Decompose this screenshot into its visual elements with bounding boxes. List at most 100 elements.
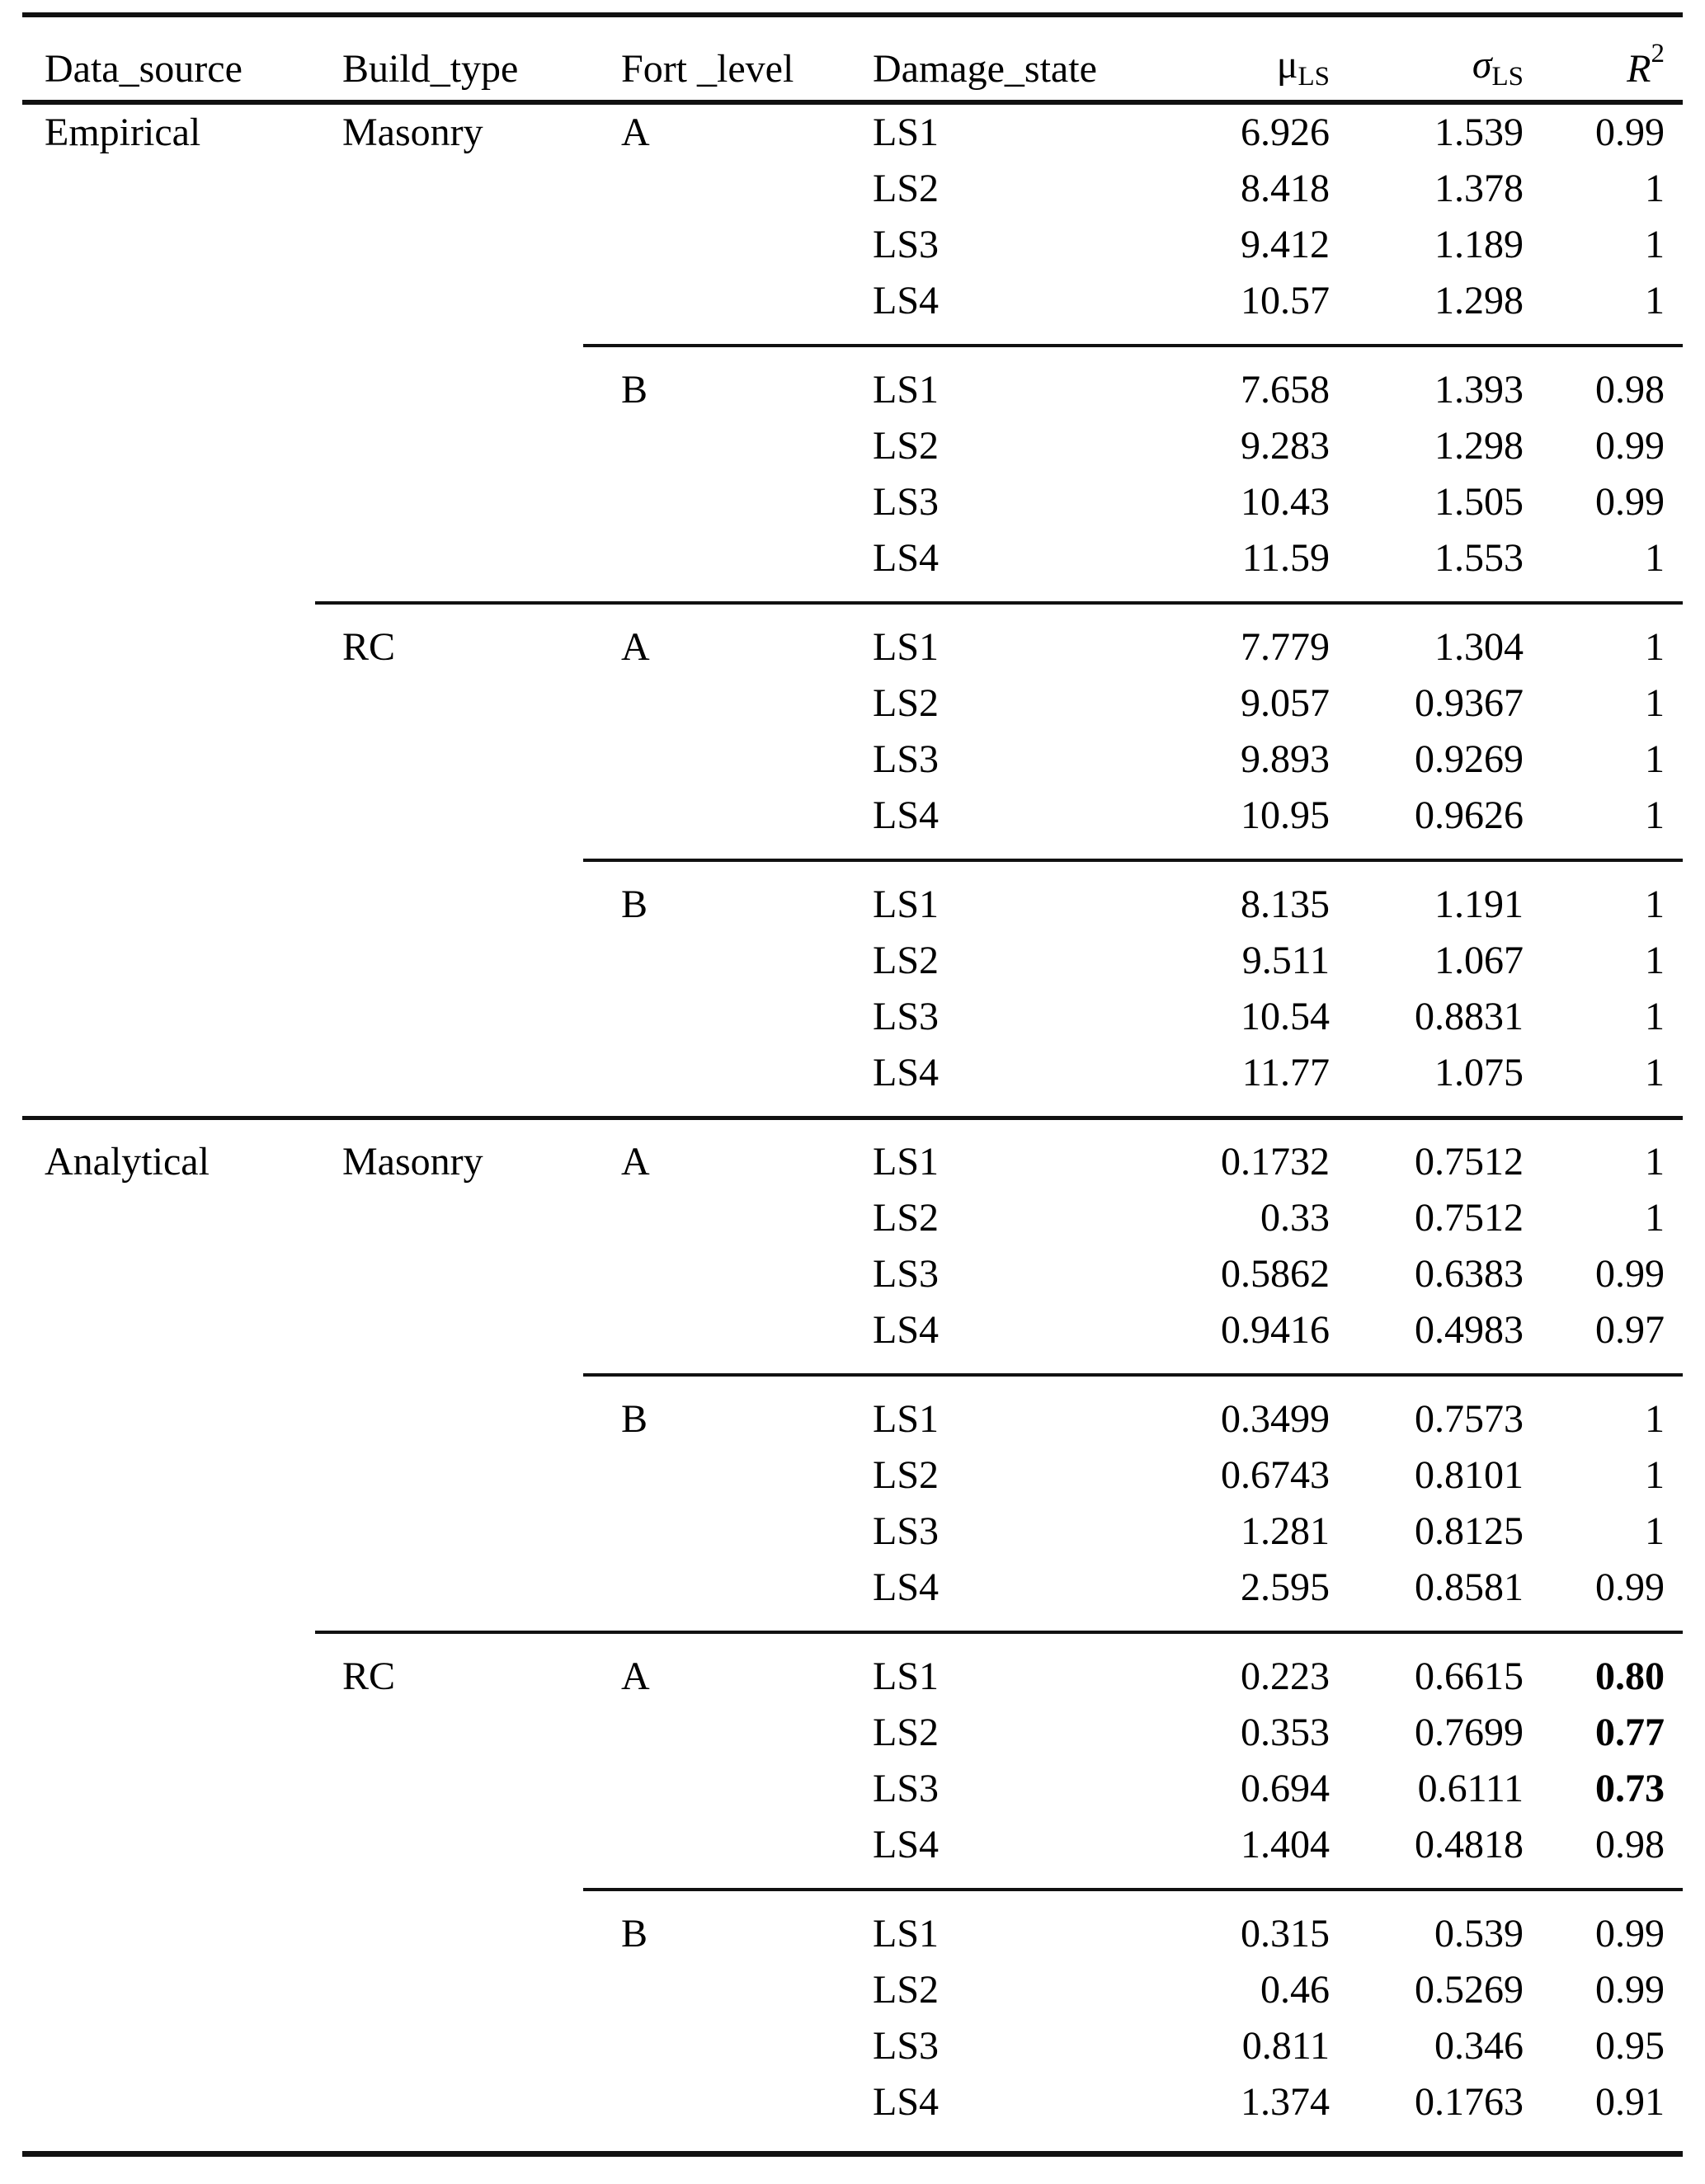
data-source-cell — [22, 273, 315, 329]
sigma-cell: 0.8581 — [1415, 1565, 1524, 1609]
table-bottom-rule — [22, 2151, 1683, 2157]
r2-cell: 1 — [1645, 681, 1665, 725]
mu-cell: 0.33 — [1260, 1196, 1330, 1240]
damage-state-cell: LS3 — [873, 1767, 940, 1810]
table-row: LS2 0.33 0.7512 1 — [22, 1190, 1683, 1246]
separator-line — [315, 1631, 1683, 1634]
damage-state-cell: LS2 — [873, 1711, 940, 1754]
group-separator-rule — [22, 844, 1683, 877]
damage-state-cell: LS4 — [873, 1308, 940, 1352]
fort-level-cell: A — [621, 111, 650, 154]
mu-cell: 1.374 — [1241, 2080, 1330, 2124]
build-type-cell — [315, 1302, 583, 1358]
header-r-squared: R2 — [1548, 39, 1683, 92]
build-type-cell — [315, 732, 583, 788]
sigma-cell: 1.075 — [1434, 1051, 1524, 1094]
sigma-cell: 0.7512 — [1415, 1196, 1524, 1240]
build-type-cell: Masonry — [342, 111, 483, 154]
damage-state-cell: LS2 — [873, 1968, 940, 2012]
table-row: LS2 0.6743 0.8101 1 — [22, 1447, 1683, 1504]
table-row: LS2 0.46 0.5269 0.99 — [22, 1962, 1683, 2018]
mu-cell: 0.9416 — [1221, 1308, 1330, 1352]
damage-state-cell: LS4 — [873, 279, 940, 322]
r2-cell: 1 — [1645, 1051, 1665, 1094]
r2-cell: 1 — [1645, 883, 1665, 926]
build-type-cell — [315, 1705, 583, 1761]
data-source-cell — [22, 1906, 315, 1962]
damage-state-cell: LS4 — [873, 1565, 940, 1609]
damage-state-cell: LS3 — [873, 1252, 940, 1296]
data-source-cell — [22, 1447, 315, 1504]
r2-cell: 1 — [1645, 223, 1665, 266]
build-type-cell — [315, 273, 583, 329]
separator-line — [583, 1888, 1683, 1891]
mu-cell: 0.315 — [1241, 1912, 1330, 1956]
r2-cell: 0.98 — [1595, 368, 1665, 412]
r2-cell: 0.99 — [1595, 1912, 1665, 1956]
build-type-cell — [315, 1391, 583, 1447]
build-type-cell — [315, 675, 583, 732]
damage-state-cell: LS1 — [873, 625, 940, 669]
sigma-cell: 0.4818 — [1415, 1823, 1524, 1866]
sigma-cell: 0.5269 — [1415, 1968, 1524, 2012]
r2-cell: 0.99 — [1595, 111, 1665, 154]
fort-level-cell — [583, 1447, 855, 1504]
table-row: B LS1 0.3499 0.7573 1 — [22, 1391, 1683, 1447]
mu-cell: 0.5862 — [1221, 1252, 1330, 1296]
table-row: LS3 0.694 0.6111 0.73 — [22, 1761, 1683, 1817]
mu-cell: 7.658 — [1241, 368, 1330, 412]
build-type-cell: RC — [342, 625, 396, 669]
r2-cell: 0.99 — [1595, 1565, 1665, 1609]
separator-line — [583, 344, 1683, 347]
damage-state-cell: LS3 — [873, 1509, 940, 1553]
group-separator-rule — [22, 1101, 1683, 1134]
data-source-cell: Analytical — [45, 1140, 210, 1184]
table-row: LS4 10.57 1.298 1 — [22, 273, 1683, 329]
mu-cell: 0.694 — [1241, 1767, 1330, 1810]
sigma-cell: 0.539 — [1434, 1912, 1524, 1956]
sigma-cell: 1.505 — [1434, 480, 1524, 524]
mu-cell: 10.43 — [1241, 480, 1330, 524]
build-type-cell — [315, 1906, 583, 1962]
fort-level-cell — [583, 989, 855, 1045]
build-type-cell — [315, 418, 583, 474]
damage-state-cell: LS3 — [873, 223, 940, 266]
mu-cell: 0.3499 — [1221, 1397, 1330, 1441]
data-source-cell — [22, 2018, 315, 2074]
r-superscript: 2 — [1651, 39, 1665, 69]
data-source-cell — [22, 1705, 315, 1761]
r2-cell: 0.77 — [1595, 1711, 1665, 1754]
damage-state-cell: LS2 — [873, 939, 940, 982]
damage-state-cell: LS2 — [873, 1453, 940, 1497]
table-row: LS4 11.59 1.553 1 — [22, 530, 1683, 586]
table-row: LS2 9.283 1.298 0.99 — [22, 418, 1683, 474]
sigma-subscript: LS — [1491, 61, 1524, 92]
sigma-cell: 0.1763 — [1415, 2080, 1524, 2124]
damage-state-cell: LS4 — [873, 793, 940, 837]
mu-cell: 9.893 — [1241, 737, 1330, 781]
r2-cell: 1 — [1645, 737, 1665, 781]
fort-level-cell: B — [621, 1912, 648, 1956]
build-type-cell — [315, 1190, 583, 1246]
r2-cell: 1 — [1645, 1196, 1665, 1240]
fort-level-cell — [583, 1302, 855, 1358]
table-row: LS2 8.418 1.378 1 — [22, 161, 1683, 217]
sigma-cell: 1.378 — [1434, 167, 1524, 210]
build-type-cell — [315, 217, 583, 273]
data-source-cell: Empirical — [45, 111, 201, 154]
r2-cell: 1 — [1645, 167, 1665, 210]
build-type-cell — [315, 2018, 583, 2074]
table-row: LS2 9.057 0.9367 1 — [22, 675, 1683, 732]
data-source-cell — [22, 418, 315, 474]
damage-state-cell: LS2 — [873, 681, 940, 725]
data-source-cell — [22, 989, 315, 1045]
r2-cell: 1 — [1645, 1509, 1665, 1553]
mu-cell: 0.353 — [1241, 1711, 1330, 1754]
sigma-cell: 1.393 — [1434, 368, 1524, 412]
fort-level-cell — [583, 474, 855, 530]
table-row: LS3 1.281 0.8125 1 — [22, 1504, 1683, 1560]
separator-line — [583, 859, 1683, 862]
fort-level-cell: A — [621, 1140, 650, 1184]
sigma-cell: 1.191 — [1434, 883, 1524, 926]
